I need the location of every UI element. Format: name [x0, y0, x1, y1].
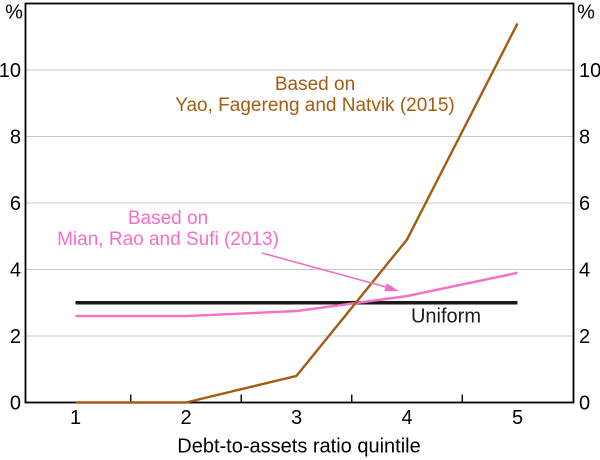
series-label-yao: Based on Yao, Fagereng and Natvik (2015): [175, 74, 455, 116]
series-label-mian-line1: Based on: [127, 208, 209, 229]
y-tick-label-right: 8: [579, 127, 590, 149]
x-axis-title: Debt-to-assets ratio quintile: [177, 435, 421, 458]
x-tick-label: 5: [512, 407, 523, 429]
y-tick-label-right: 10: [579, 60, 600, 82]
series-line-based-on-mian-rao-and-sufi-2013: [75, 271, 518, 318]
series-line-based-on-yao-fagereng-and-natvik-2015: [75, 22, 519, 404]
y-tick-label-right: 2: [579, 326, 590, 348]
annotation-arrow-line: [261, 252, 387, 288]
y-tick-label-left: 8: [10, 127, 21, 149]
series-label-yao-line1: Based on: [274, 74, 356, 95]
series-label-mian-line2: Mian, Rao and Sufi (2013): [57, 229, 279, 250]
x-tick-label: 1: [70, 407, 81, 429]
y-axis-unit-left: %: [5, 1, 23, 24]
x-tick-label: 4: [401, 407, 412, 429]
y-tick-label-left: 10: [0, 60, 21, 82]
x-tick-label: 2: [180, 407, 191, 429]
y-tick-label-right: 4: [579, 260, 590, 282]
x-tick-label: 3: [291, 407, 302, 429]
plot-frame: [24, 2, 575, 404]
y-tick-label-right: 6: [579, 193, 590, 215]
y-tick-label-right: 0: [579, 393, 590, 415]
y-axis-unit-right: %: [577, 1, 595, 24]
y-tick-label-left: 0: [10, 393, 21, 415]
annotation-arrow-head: [384, 283, 399, 292]
series-label-mian: Based on Mian, Rao and Sufi (2013): [57, 208, 279, 250]
y-tick-label-left: 6: [10, 193, 21, 215]
series-label-uniform: Uniform: [410, 305, 482, 328]
y-tick-label-left: 2: [10, 326, 21, 348]
y-tick-label-left: 4: [10, 260, 21, 282]
series-label-yao-line2: Yao, Fagereng and Natvik (2015): [175, 95, 455, 116]
